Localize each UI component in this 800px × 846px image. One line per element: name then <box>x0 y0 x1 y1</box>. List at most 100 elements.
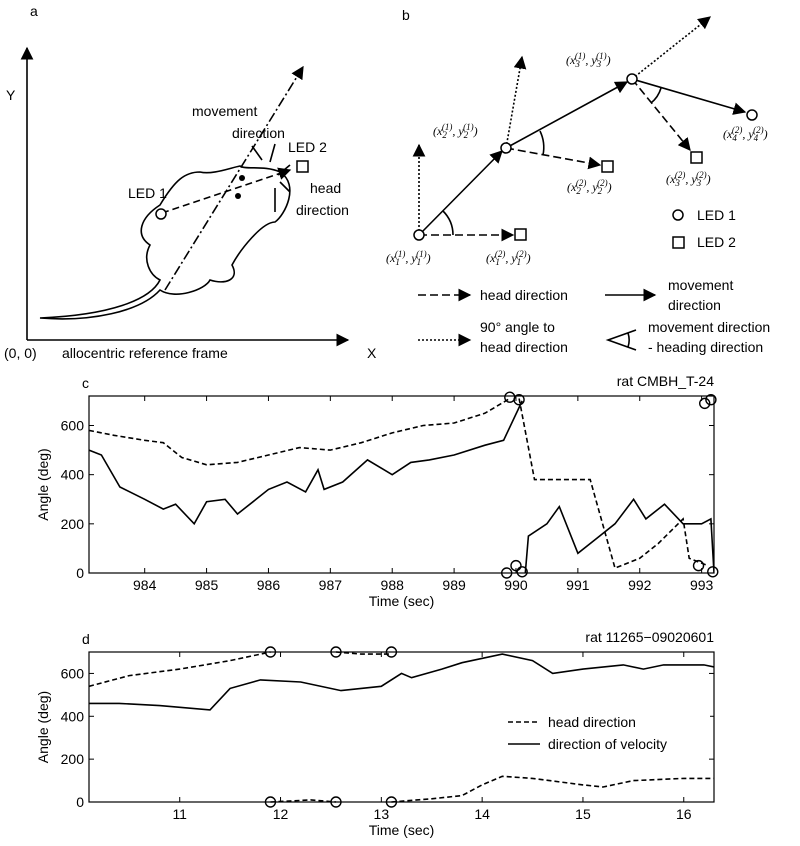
coordinate-label: (x3(2), y3(2)) <box>666 170 711 188</box>
wrap-marker <box>705 393 717 406</box>
wrap-marker <box>385 646 398 658</box>
wrap-marker <box>330 646 342 658</box>
coordinate-label: (x1(1), y1(1)) <box>386 249 431 267</box>
legend-label: movement direction <box>648 319 770 335</box>
wrap-marker <box>264 646 277 658</box>
coordinate-part: ) <box>526 251 531 265</box>
coordinate-part: 2 <box>576 186 581 196</box>
coordinate-part: ) <box>607 180 612 194</box>
x-tick-label: 985 <box>195 577 219 593</box>
legend-led-1 <box>672 209 684 221</box>
rat-whiskers <box>251 143 291 212</box>
coordinate-part: 3 <box>574 59 580 69</box>
lines <box>89 651 714 803</box>
coordinate-part: 1 <box>395 257 400 267</box>
head-arrow <box>505 147 602 170</box>
coordinate-part: , y <box>585 53 597 67</box>
coordinate-part: 3 <box>674 178 680 188</box>
angle-arc <box>442 210 454 236</box>
legend-label: head direction <box>548 714 636 730</box>
legend-label: direction <box>668 297 721 313</box>
coordinate-part: 3 <box>696 178 702 188</box>
chart-title: rat CMBH_T-24 <box>617 373 714 389</box>
coordinate-part: 2 <box>464 130 469 140</box>
coordinate-label: (x1(2), y1(2)) <box>486 249 531 267</box>
x-tick-label: 991 <box>566 577 590 593</box>
y-axis-label: Angle (deg) <box>35 448 51 520</box>
perpendicular-arrow <box>631 16 712 80</box>
coordinate-part: 2 <box>442 130 447 140</box>
rat-eye <box>239 175 245 181</box>
led-2 <box>296 160 309 173</box>
movement-arrow <box>505 81 629 149</box>
wrap-marker <box>699 397 711 410</box>
coordinate-part: (2) <box>576 178 587 188</box>
panel-label: c <box>82 375 89 391</box>
legend-label: LED 1 <box>697 207 736 223</box>
x-axis-label: Time (sec) <box>369 593 435 609</box>
led-label: LED 1 <box>128 185 167 201</box>
legend-label: - heading direction <box>648 339 763 355</box>
led-2 <box>601 160 614 173</box>
wrap-marker <box>504 391 516 403</box>
panel-a: a Y X (0, 0) allocentric reference frame… <box>4 3 377 361</box>
coordinate-part: (2) <box>516 249 527 259</box>
origin-label: (0, 0) <box>4 345 37 361</box>
y-axis-label: Angle (deg) <box>35 691 51 763</box>
x-tick-label: 986 <box>257 577 281 593</box>
coordinate-part: (2) <box>696 170 707 180</box>
legend-label: 90° angle to <box>480 319 555 335</box>
coordinate-part: , y <box>505 251 517 265</box>
coordinate-part: (1) <box>395 249 406 259</box>
coordinate-part: (2) <box>495 249 506 259</box>
series-line <box>89 400 714 574</box>
coordinate-part: (1) <box>416 249 427 259</box>
coordinate-part: (2) <box>753 125 764 135</box>
led-2 <box>514 228 527 241</box>
coordinate-part: , y <box>685 172 697 186</box>
series-line <box>89 653 714 711</box>
movement-arrow <box>631 78 747 115</box>
wrap-marker <box>516 566 528 578</box>
movement-arrow <box>164 65 304 291</box>
x-tick-label: 13 <box>374 806 390 822</box>
x-axis-label: Time (sec) <box>369 822 435 838</box>
series-line <box>89 397 709 570</box>
rat-outline <box>39 165 291 320</box>
x-tick-label: 15 <box>575 806 591 822</box>
coordinate-part: 4 <box>754 133 759 143</box>
wrap-marker <box>707 566 719 578</box>
coordinate-part: (x <box>723 127 733 141</box>
y-tick-label: 0 <box>76 565 84 581</box>
coordinate-part: 1 <box>517 257 522 267</box>
x-tick-label: 993 <box>690 577 714 593</box>
y-tick-label: 200 <box>61 516 85 532</box>
led-1 <box>155 208 167 220</box>
movement-label: direction <box>232 125 285 141</box>
x-tick-label: 988 <box>381 577 405 593</box>
coordinate-label: (x4(2), y4(2)) <box>723 125 768 143</box>
coordinate-part: (x <box>433 124 443 138</box>
axis-label: X <box>367 345 377 361</box>
coordinate-part: (x <box>566 53 576 67</box>
legend-led-2 <box>672 236 685 249</box>
coordinate-part: ) <box>763 127 768 141</box>
coordinate-part: ) <box>473 124 478 138</box>
coordinate-part: (x <box>486 251 496 265</box>
y-tick-label: 400 <box>61 467 85 483</box>
y-tick-label: 600 <box>61 418 85 434</box>
wrap-marker <box>264 796 277 808</box>
y-tick-label: 400 <box>61 708 85 724</box>
wrap-marker <box>385 796 398 808</box>
x-tick-label: 990 <box>504 577 528 593</box>
coordinate-part: (x <box>666 172 676 186</box>
frame-label: allocentric reference frame <box>62 345 228 361</box>
coordinate-part: ) <box>606 53 611 67</box>
x-tick-label: 11 <box>172 806 187 822</box>
led-1 <box>500 142 512 154</box>
led-1 <box>626 73 638 85</box>
head-arrow <box>631 78 691 151</box>
panel-label: a <box>30 3 38 19</box>
wrap-marker <box>330 796 342 808</box>
